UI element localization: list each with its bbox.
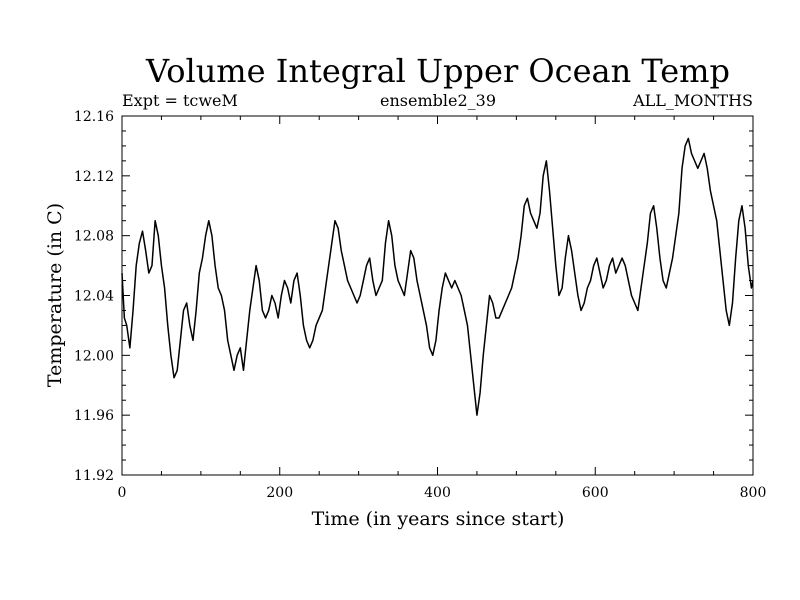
x-tick-label: 400 — [424, 485, 451, 501]
y-tick-label: 12.04 — [74, 289, 114, 305]
x-tick-label: 200 — [266, 485, 293, 501]
y-tick-label: 11.92 — [74, 468, 114, 484]
temperature-series-line — [121, 137, 754, 416]
x-axis-label: Time (in years since start) — [312, 508, 565, 530]
subtitle-months: ALL_MONTHS — [632, 91, 753, 110]
y-tick-label: 11.96 — [74, 408, 114, 424]
y-tick-label: 12.16 — [74, 109, 114, 125]
plot-area: 0 200 400 600 800 11.92 11.96 12.00 12.04 12.08 12… — [74, 109, 766, 501]
y-tick-label: 12.08 — [74, 229, 114, 245]
y-tick-label: 12.12 — [74, 169, 114, 185]
subtitle-ensemble: ensemble2_39 — [380, 91, 496, 110]
subtitle-experiment: Expt = tcweM — [122, 91, 238, 110]
chart-title: Volume Integral Upper Ocean Temp — [145, 52, 730, 90]
x-tick-label: 800 — [740, 485, 767, 501]
plot-frame — [121, 115, 754, 476]
y-axis-label: Temperature (in C) — [44, 203, 66, 387]
x-tick-label: 600 — [582, 485, 609, 501]
x-tick-label: 0 — [118, 485, 127, 501]
y-tick-label: 12.00 — [74, 348, 114, 364]
